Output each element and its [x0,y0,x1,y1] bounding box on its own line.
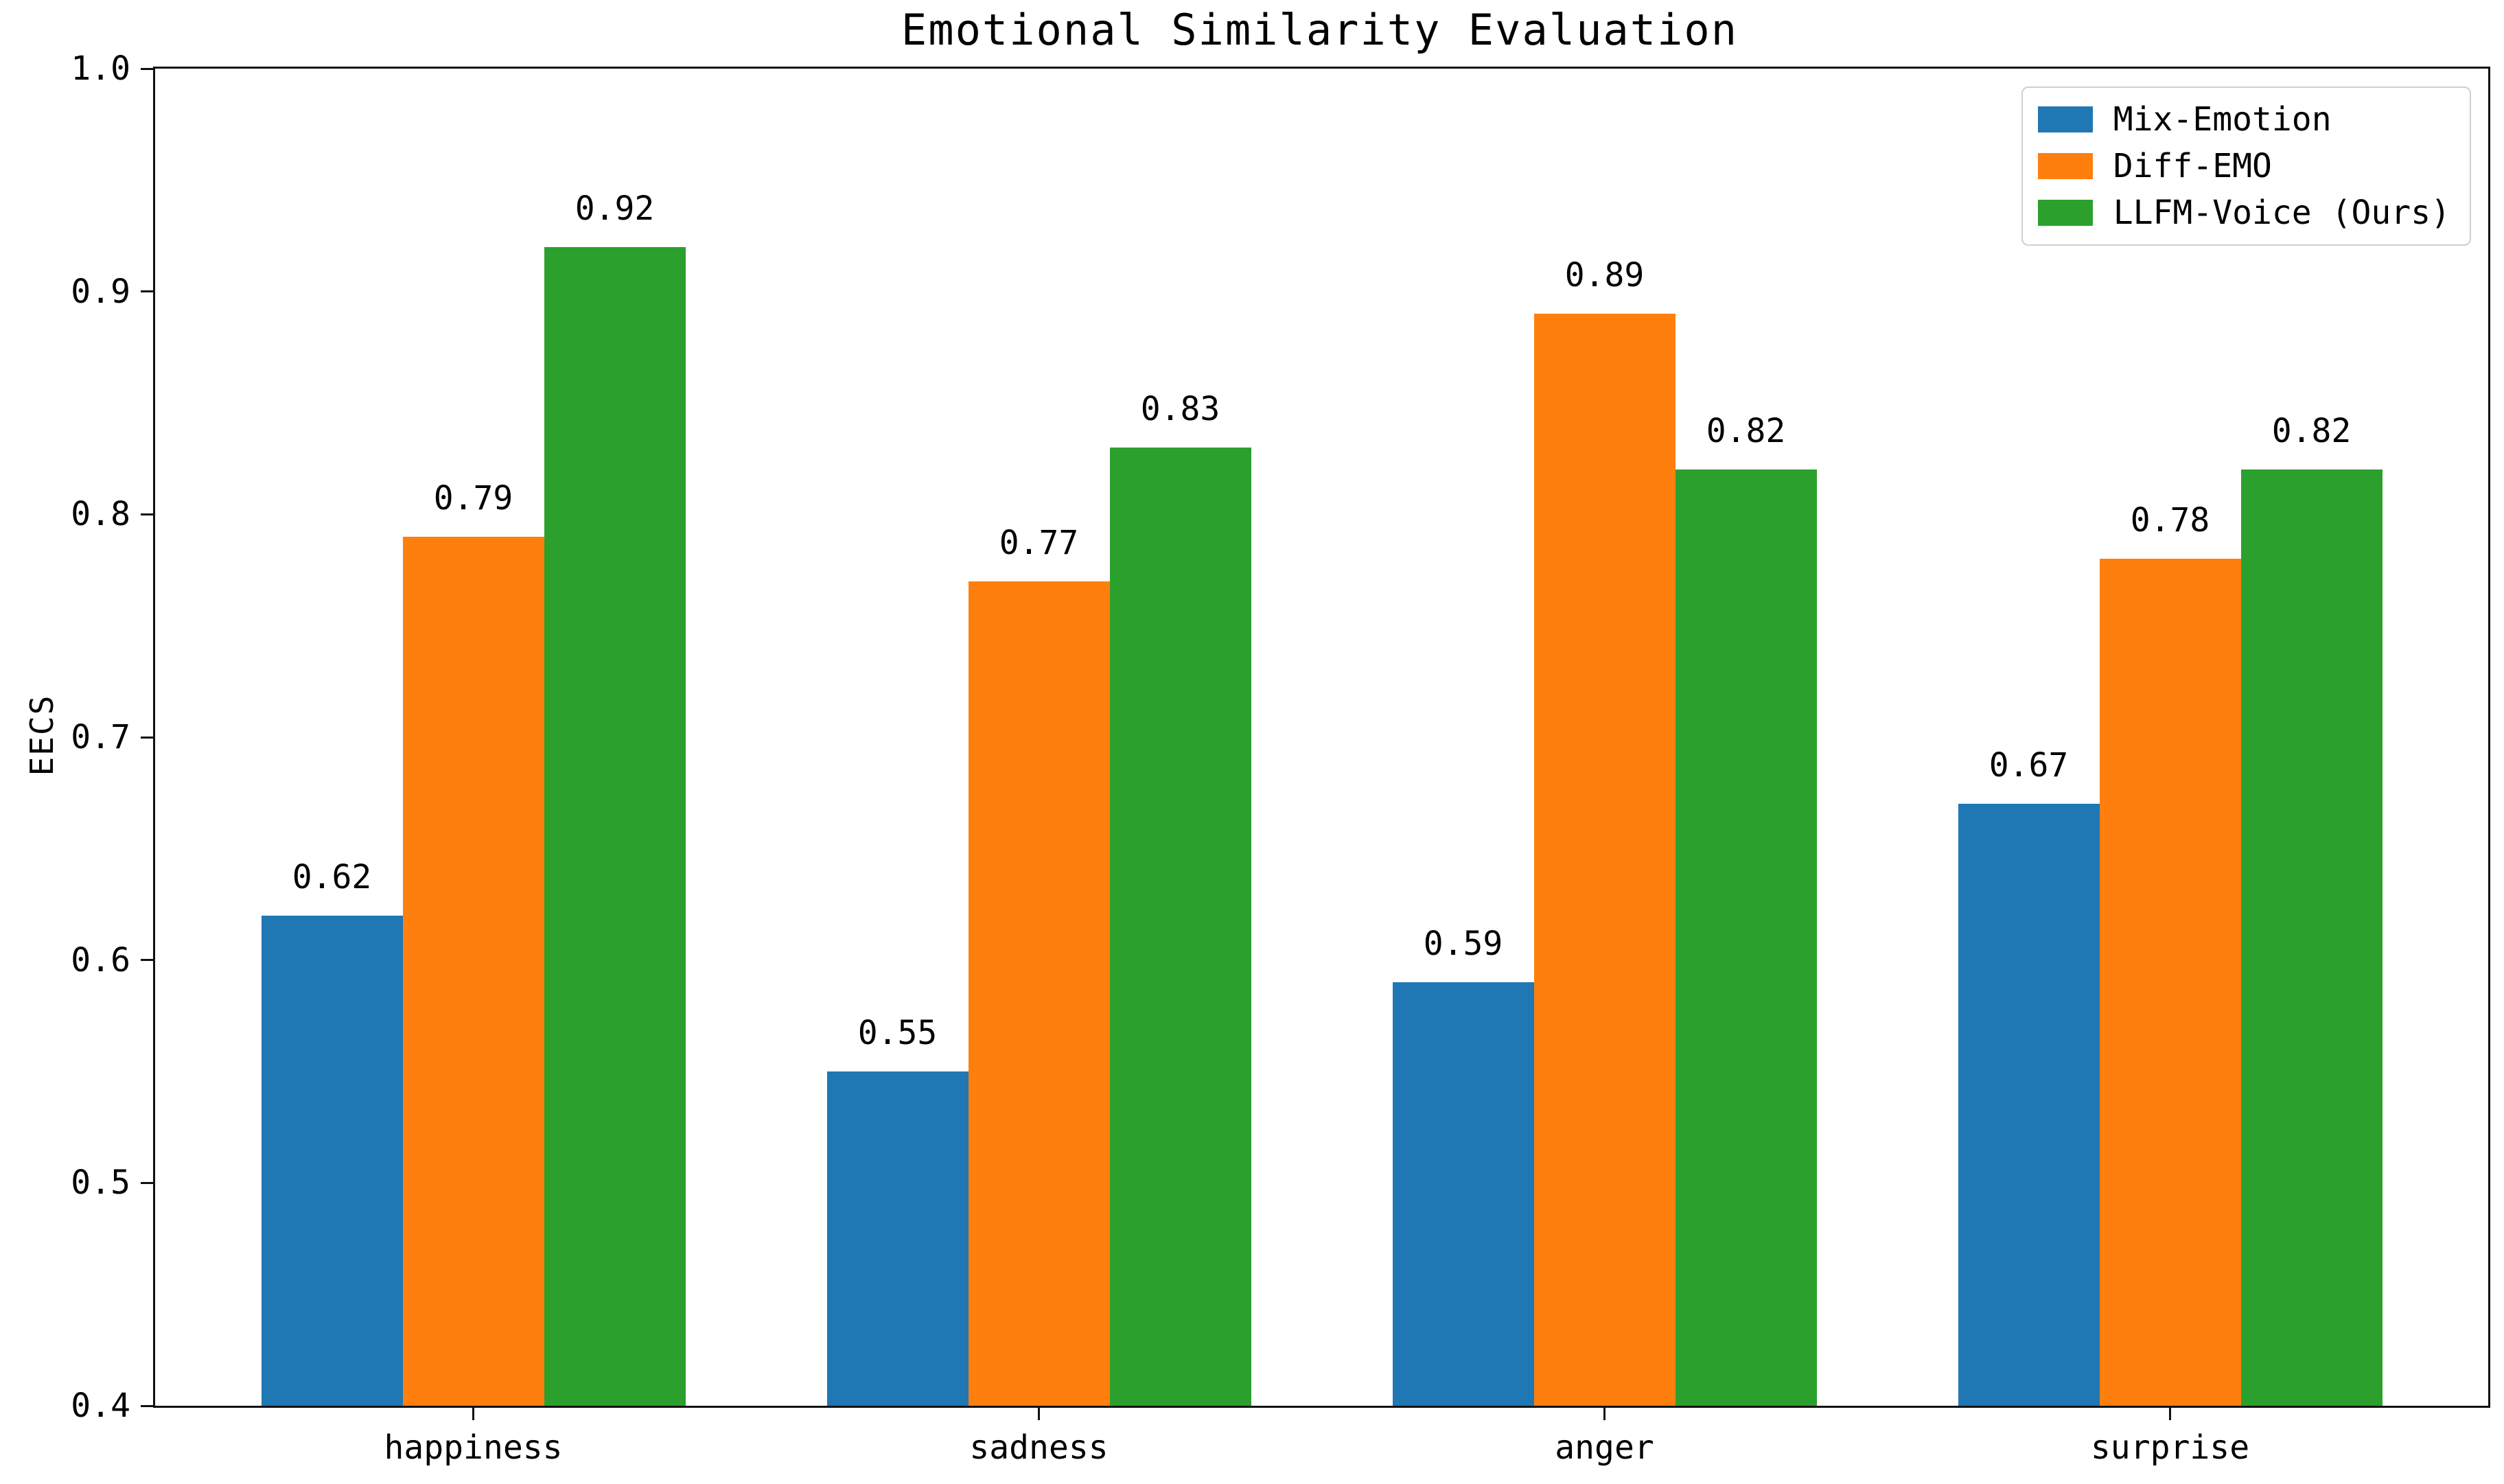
y-tick-label-0-5: 0.5 [71,1163,130,1203]
bar-value-label-anger-diff-emo: 0.89 [1564,256,1645,295]
bar-surprise-diff-emo [2099,559,2241,1406]
bar-value-label-surprise-llfm-voice-ours: 0.82 [2271,412,2352,451]
bar-value-label-happiness-llfm-voice-ours: 0.92 [575,189,655,228]
bar-anger-mix-emotion [1392,982,1534,1406]
legend-label-llfm-voice-ours: LLFM-Voice (Ours) [2113,194,2450,232]
x-tick-mark-sadness [1038,1408,1040,1420]
bar-value-label-sadness-llfm-voice-ours: 0.83 [1140,389,1220,428]
bar-value-label-sadness-diff-emo: 0.77 [999,523,1079,562]
bar-surprise-mix-emotion [1958,804,2100,1406]
x-tick-label-happiness: happiness [384,1428,563,1467]
legend: Mix-Emotion Diff-EMO LLFM-Voice (Ours) [2021,86,2471,246]
bar-value-label-sadness-mix-emotion: 0.55 [857,1014,938,1052]
bar-sadness-mix-emotion [826,1071,969,1406]
x-tick-label-sadness: sadness [969,1428,1109,1467]
legend-item-mix-emotion: Mix-Emotion [2037,100,2450,139]
x-tick-mark-anger [1603,1408,1605,1420]
bar-happiness-llfm-voice-ours [544,246,686,1406]
y-tick-label-0-8: 0.8 [71,495,130,534]
legend-item-llfm-voice-ours: LLFM-Voice (Ours) [2037,194,2450,232]
bar-value-label-surprise-mix-emotion: 0.67 [1989,746,2069,785]
legend-item-diff-emo: Diff-EMO [2037,147,2450,185]
y-tick-mark-0-6 [141,959,153,962]
y-tick-label-0-4: 0.4 [71,1387,130,1425]
legend-swatch-diff-emo [2037,153,2093,179]
y-tick-mark-0-9 [141,290,153,293]
legend-label-mix-emotion: Mix-Emotion [2113,100,2332,139]
bar-happiness-mix-emotion [261,915,403,1406]
plot-area: Mix-Emotion Diff-EMO LLFM-Voice (Ours) 0.4… [71,51,2490,1466]
y-tick-mark-0-4 [141,1404,153,1407]
y-tick-mark-0-7 [141,736,153,739]
legend-swatch-llfm-voice-ours [2037,200,2093,226]
bar-value-label-anger-llfm-voice-ours: 0.82 [1706,412,1786,451]
y-tick-mark-0-8 [141,513,153,515]
x-tick-label-anger: anger [1555,1428,1654,1467]
bar-value-label-happiness-mix-emotion: 0.62 [292,857,372,896]
bar-happiness-diff-emo [402,536,544,1406]
bar-value-label-surprise-diff-emo: 0.78 [2130,501,2210,540]
x-tick-label-surprise: surprise [2090,1428,2250,1467]
bar-surprise-llfm-voice-ours [2240,469,2383,1406]
x-tick-mark-happiness [472,1408,474,1420]
legend-label-diff-emo: Diff-EMO [2113,147,2272,185]
x-tick-mark-surprise [2169,1408,2171,1420]
y-tick-mark-0-5 [141,1181,153,1184]
bar-sadness-diff-emo [968,581,1110,1406]
legend-swatch-mix-emotion [2037,106,2093,132]
y-tick-label-0-6: 0.6 [71,940,130,979]
bar-anger-diff-emo [1533,314,1676,1406]
y-tick-label-0-9: 0.9 [71,272,130,311]
chart-title: Emotional Similarity Evaluation [901,5,1739,55]
y-tick-label-1-0: 1.0 [71,49,130,88]
bar-anger-llfm-voice-ours [1675,469,1817,1406]
bar-sadness-llfm-voice-ours [1109,447,1251,1406]
bar-value-label-happiness-diff-emo: 0.79 [433,478,513,518]
bar-value-label-anger-mix-emotion: 0.59 [1423,925,1503,964]
y-tick-label-0-7: 0.7 [71,718,130,756]
y-tick-mark-1-0 [141,67,153,70]
